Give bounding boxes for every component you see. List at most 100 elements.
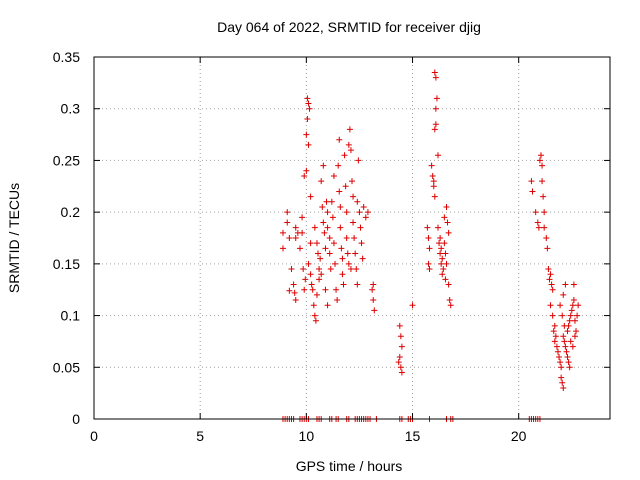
- data-point: [550, 328, 557, 335]
- data-point: [430, 178, 437, 185]
- y-tick-label: 0.3: [61, 101, 81, 117]
- data-point: [443, 203, 450, 210]
- data-point: [560, 333, 567, 340]
- data-point: [557, 302, 564, 309]
- data-point: [552, 333, 559, 340]
- data-point: [547, 271, 554, 278]
- data-points: [279, 69, 582, 422]
- data-point: [432, 105, 439, 112]
- y-axis: 0 0.05 0.1 0.15 0.2 0.25 0.3 0.35: [53, 49, 610, 427]
- data-point: [337, 203, 344, 210]
- data-point: [315, 250, 322, 257]
- data-point: [425, 235, 432, 241]
- data-point: [327, 266, 334, 273]
- data-point: [333, 286, 340, 293]
- data-point: [397, 333, 404, 340]
- data-point: [445, 281, 452, 288]
- data-point: [324, 209, 331, 216]
- data-point: [437, 235, 444, 241]
- data-point: [549, 286, 556, 293]
- data-point: [343, 235, 350, 241]
- data-point: [431, 126, 438, 133]
- data-point: [441, 214, 448, 221]
- data-point: [432, 121, 439, 128]
- data-point: [351, 235, 358, 241]
- data-point: [305, 100, 312, 107]
- data-point: [359, 255, 366, 262]
- data-point: [569, 302, 576, 309]
- data-point: [569, 343, 576, 350]
- data-point: [288, 266, 295, 273]
- data-point: [337, 224, 344, 231]
- y-tick-label: 0.2: [61, 204, 81, 220]
- data-point: [426, 245, 433, 252]
- data-point: [344, 250, 351, 257]
- data-point: [323, 198, 330, 205]
- data-point: [564, 328, 571, 335]
- data-point: [443, 260, 450, 267]
- data-point: [317, 255, 324, 262]
- data-point: [292, 224, 299, 231]
- data-point: [561, 338, 568, 345]
- data-point: [554, 348, 561, 355]
- data-point: [313, 240, 320, 247]
- data-point: [358, 240, 365, 247]
- data-point: [309, 286, 316, 293]
- data-point: [370, 297, 377, 304]
- data-point: [548, 281, 555, 288]
- data-point: [340, 281, 347, 288]
- data-point: [360, 203, 367, 210]
- y-tick-label: 0.35: [53, 49, 80, 65]
- data-point: [438, 245, 445, 252]
- data-point: [292, 235, 299, 241]
- data-point: [437, 250, 444, 257]
- data-point: [350, 193, 357, 200]
- data-point: [346, 126, 353, 133]
- data-point: [342, 183, 349, 190]
- data-point: [304, 116, 311, 123]
- data-point: [558, 374, 565, 381]
- data-point: [371, 307, 378, 314]
- data-point: [559, 312, 566, 319]
- data-point: [540, 193, 547, 200]
- y-tick-label: 0.25: [53, 152, 80, 168]
- x-tick-label: 15: [405, 428, 421, 444]
- data-point: [535, 224, 542, 231]
- data-point: [352, 250, 359, 257]
- data-point: [564, 353, 571, 360]
- data-point: [305, 260, 312, 267]
- data-point: [432, 74, 439, 81]
- data-point: [573, 328, 580, 335]
- data-point: [364, 209, 371, 216]
- data-point: [442, 250, 449, 257]
- data-point: [311, 224, 318, 231]
- data-point: [335, 162, 342, 169]
- data-point: [343, 209, 350, 216]
- data-point: [354, 198, 361, 205]
- data-point: [303, 167, 310, 174]
- data-point: [316, 276, 323, 283]
- data-point: [429, 172, 436, 179]
- y-tick-label: 0: [72, 411, 80, 427]
- data-point: [559, 379, 566, 386]
- data-point: [539, 178, 546, 185]
- data-point: [545, 266, 552, 273]
- data-point: [300, 266, 307, 273]
- y-tick-label: 0.1: [61, 308, 81, 324]
- data-point: [563, 348, 570, 355]
- data-point: [568, 307, 575, 314]
- data-point: [369, 286, 376, 293]
- data-point: [302, 276, 309, 283]
- data-point: [336, 188, 343, 195]
- data-point: [322, 286, 329, 293]
- data-point: [330, 240, 337, 247]
- data-point: [341, 152, 348, 159]
- data-point: [307, 271, 314, 278]
- data-point: [345, 141, 352, 148]
- data-point: [536, 157, 543, 164]
- data-point: [310, 302, 317, 309]
- data-point: [345, 260, 352, 267]
- data-point: [567, 312, 574, 319]
- data-point: [320, 219, 327, 226]
